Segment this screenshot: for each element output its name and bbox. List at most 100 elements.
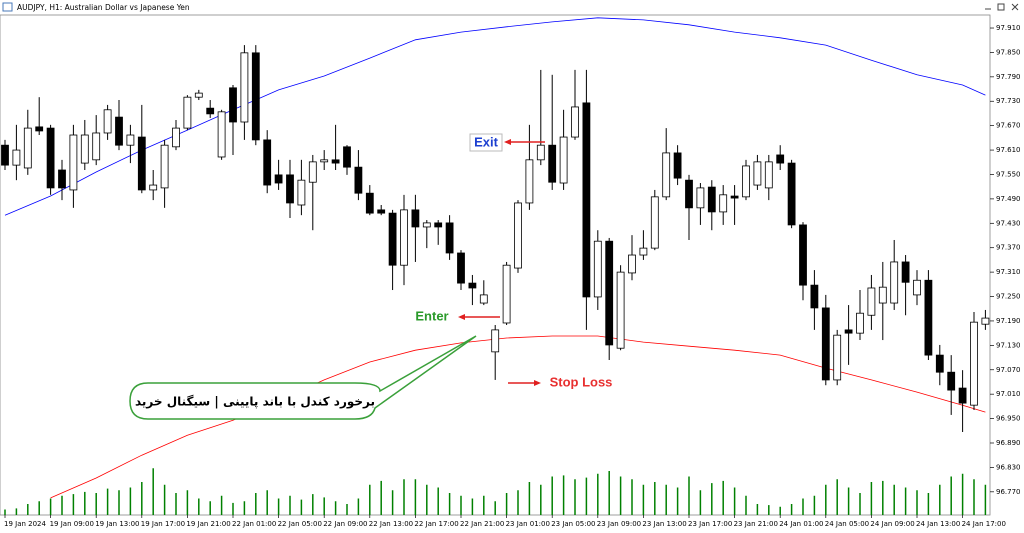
candle-body [981,317,990,325]
candle-body [833,334,842,381]
candle-body [650,196,659,249]
x-tick-label: 23 Jan 09:00 [597,520,641,528]
candle-body [422,222,431,228]
y-tick-label: 97.910 [996,24,1021,32]
candle-body [251,52,260,141]
x-tick-label: 23 Jan 05:00 [551,520,595,528]
candle-body [616,271,625,349]
y-tick-label: 97.370 [996,244,1021,252]
x-tick-label: 24 Jan 09:00 [870,520,914,528]
candle-body [308,161,317,183]
candle-body [924,279,933,356]
candle-body [434,222,443,228]
candle-body [559,136,568,184]
candle-body [286,174,294,204]
candle-body [343,146,351,168]
candle-body [172,127,180,148]
candle-body [913,279,921,296]
candle-body [673,152,682,179]
candle-body [525,159,534,204]
y-tick-label: 97.670 [996,122,1021,130]
y-tick-label: 96.890 [996,439,1021,447]
candle-body [628,254,636,274]
candle-body [878,286,887,304]
candle-body [58,169,66,189]
candle-body [935,354,944,373]
candle-body [23,127,32,169]
candle-body [137,136,146,191]
candle-body [582,102,591,298]
candle-body [764,161,773,189]
candle-body [821,307,830,381]
candle-body [354,166,363,194]
candle-body [639,247,648,256]
y-tick-label: 97.850 [996,48,1021,56]
x-tick-label: 22 Jan 21:00 [460,520,504,528]
y-tick-label: 97.310 [996,268,1021,276]
candle-body [890,261,899,304]
candle-body [479,294,488,304]
candle-body [685,179,693,209]
enter-label: Enter [415,308,448,323]
close[interactable] [1011,3,1019,11]
candle-body [217,111,226,158]
y-tick-label: 97.130 [996,341,1021,349]
candle-body [662,152,671,198]
callout-text: برخورد کندل با باند پایینی | سیگنال خرید [135,395,375,410]
callout-bubble [129,335,477,420]
candle-body [730,195,739,199]
candle-body [593,240,602,298]
window-icon [2,2,13,12]
candle-body [103,109,112,134]
candle-body [742,165,750,198]
candle-body [400,209,408,266]
x-tick-label: 23 Jan 21:00 [734,520,778,528]
candle-body [491,329,500,353]
restore[interactable] [997,3,1005,11]
y-tick-label: 97.430 [996,219,1021,227]
candle-body [69,134,78,191]
candle-body [536,144,545,161]
x-tick-label: 24 Jan 17:00 [962,520,1006,528]
candle-body [365,192,374,214]
plot-area [1,17,990,515]
x-tick-label: 19 Jan 13:00 [95,520,139,528]
candle-body [844,329,853,334]
stop-loss-label: Stop Loss [550,374,613,389]
candle-body [468,282,477,289]
candle-body [753,161,762,186]
exit-arrowhead [504,139,511,145]
candle-body [149,184,158,191]
x-tick-label: 19 Jan 2024 [4,520,47,528]
candle-body [799,224,807,286]
x-tick-label: 22 Jan 13:00 [369,520,413,528]
candle-body [776,154,785,164]
x-tick-label: 19 Jan 09:00 [50,520,94,528]
y-tick-label: 97.550 [996,170,1021,178]
candle-body [970,321,978,406]
candle-body [35,126,44,132]
candle-body [514,202,522,269]
y-tick-label: 97.790 [996,73,1021,81]
candle-body [958,387,967,404]
y-tick-label: 97.730 [996,97,1021,105]
candle-body [263,139,272,186]
enter-arrowhead [458,314,465,320]
axes: 97.910 97.850 97.790 97.730 97.670 97.610 97.5… [4,24,1021,528]
candle-body [80,134,89,164]
candle-body [331,159,340,164]
candle-body [320,159,329,163]
y-tick-label: 97.070 [996,366,1021,374]
x-tick-label: 22 Jan 05:00 [278,520,322,528]
annotations: Exit Enter Stop Loss برخورد کندل با باند… [129,133,613,420]
y-tick-label: 97.250 [996,293,1021,301]
x-tick-label: 24 Jan 01:00 [779,520,823,528]
candle-body [707,186,716,213]
window-controls[interactable] [985,3,1019,11]
candle-body [240,52,249,123]
candle-body [548,144,557,183]
candle-body [571,106,579,138]
exit-box [469,133,503,152]
x-tick-label: 23 Jan 17:00 [688,520,732,528]
title-bar [0,0,1024,15]
